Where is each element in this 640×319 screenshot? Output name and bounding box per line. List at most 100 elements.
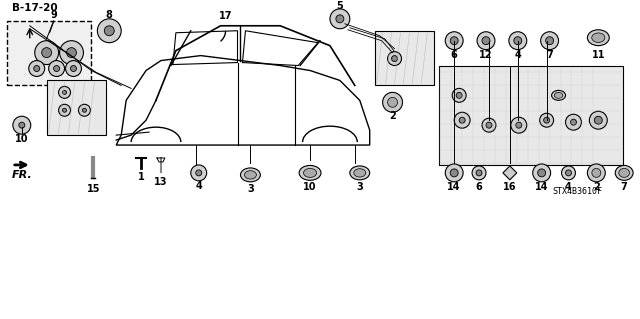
- Circle shape: [589, 111, 607, 129]
- Circle shape: [595, 116, 602, 124]
- Circle shape: [532, 164, 550, 182]
- Circle shape: [459, 117, 465, 123]
- Text: 4: 4: [195, 181, 202, 191]
- Circle shape: [383, 93, 403, 112]
- Circle shape: [540, 113, 554, 127]
- Circle shape: [450, 37, 458, 45]
- Circle shape: [83, 108, 86, 112]
- Ellipse shape: [244, 171, 257, 179]
- Ellipse shape: [615, 166, 633, 180]
- Circle shape: [566, 170, 572, 176]
- Circle shape: [196, 170, 202, 176]
- Ellipse shape: [241, 168, 260, 182]
- Circle shape: [13, 116, 31, 134]
- Circle shape: [477, 32, 495, 50]
- Text: 16: 16: [503, 182, 516, 192]
- Circle shape: [445, 164, 463, 182]
- Circle shape: [34, 65, 40, 71]
- Bar: [374, 31, 435, 85]
- Circle shape: [516, 122, 522, 128]
- Circle shape: [59, 104, 70, 116]
- Circle shape: [561, 166, 575, 180]
- Polygon shape: [503, 166, 517, 180]
- Circle shape: [452, 88, 466, 102]
- Text: 5: 5: [337, 1, 343, 11]
- Circle shape: [454, 112, 470, 128]
- Circle shape: [97, 19, 121, 43]
- Circle shape: [35, 41, 59, 64]
- Text: 3: 3: [247, 184, 254, 194]
- Ellipse shape: [350, 166, 370, 180]
- FancyBboxPatch shape: [7, 21, 92, 85]
- Text: 4: 4: [515, 49, 521, 60]
- Bar: [439, 65, 623, 165]
- Circle shape: [59, 86, 70, 98]
- Text: 6: 6: [476, 182, 483, 192]
- Text: FR.: FR.: [12, 170, 32, 180]
- Text: 15: 15: [86, 184, 100, 194]
- Circle shape: [388, 97, 397, 107]
- Circle shape: [19, 122, 25, 128]
- Circle shape: [79, 104, 90, 116]
- Ellipse shape: [303, 168, 317, 177]
- Text: STX4B3610F: STX4B3610F: [552, 187, 603, 196]
- Text: 7: 7: [621, 182, 628, 192]
- Circle shape: [511, 117, 527, 133]
- Text: 14: 14: [447, 182, 461, 192]
- Text: 10: 10: [15, 134, 29, 144]
- Circle shape: [486, 122, 492, 128]
- Circle shape: [54, 65, 60, 71]
- Ellipse shape: [299, 166, 321, 180]
- Ellipse shape: [619, 168, 630, 177]
- Text: 2: 2: [389, 111, 396, 121]
- Text: 13: 13: [154, 177, 168, 187]
- Text: 8: 8: [106, 10, 113, 20]
- Circle shape: [330, 9, 350, 29]
- Ellipse shape: [588, 30, 609, 46]
- Circle shape: [482, 37, 490, 45]
- Circle shape: [456, 93, 462, 98]
- Text: 7: 7: [546, 49, 553, 60]
- Ellipse shape: [354, 169, 365, 177]
- Text: 12: 12: [479, 49, 493, 60]
- Text: 1: 1: [138, 172, 145, 182]
- Circle shape: [476, 170, 482, 176]
- Circle shape: [388, 52, 401, 65]
- Circle shape: [482, 118, 496, 132]
- Text: 17: 17: [219, 11, 232, 21]
- Text: 4: 4: [565, 182, 572, 192]
- Circle shape: [70, 65, 76, 71]
- Ellipse shape: [554, 93, 563, 98]
- Bar: [47, 80, 106, 135]
- Ellipse shape: [592, 33, 605, 42]
- Circle shape: [509, 32, 527, 50]
- Circle shape: [104, 26, 115, 36]
- Circle shape: [570, 119, 577, 125]
- Circle shape: [538, 169, 546, 177]
- Text: 14: 14: [535, 182, 548, 192]
- Circle shape: [592, 168, 601, 177]
- Text: B-17-20: B-17-20: [12, 3, 58, 13]
- Text: 3: 3: [356, 182, 363, 192]
- Circle shape: [29, 61, 45, 77]
- Circle shape: [60, 41, 83, 64]
- Circle shape: [546, 37, 554, 45]
- Circle shape: [543, 117, 550, 123]
- Circle shape: [392, 56, 397, 62]
- Ellipse shape: [552, 90, 566, 100]
- Circle shape: [191, 165, 207, 181]
- Circle shape: [450, 169, 458, 177]
- Circle shape: [514, 37, 522, 45]
- Circle shape: [65, 61, 81, 77]
- Text: 9: 9: [50, 10, 57, 20]
- Circle shape: [42, 48, 52, 58]
- Circle shape: [472, 166, 486, 180]
- Text: 11: 11: [591, 49, 605, 60]
- Text: 2: 2: [593, 182, 600, 192]
- Circle shape: [49, 61, 65, 77]
- Text: 10: 10: [303, 182, 317, 192]
- Circle shape: [336, 15, 344, 23]
- Circle shape: [67, 48, 76, 58]
- Circle shape: [63, 108, 67, 112]
- Text: 6: 6: [451, 49, 458, 60]
